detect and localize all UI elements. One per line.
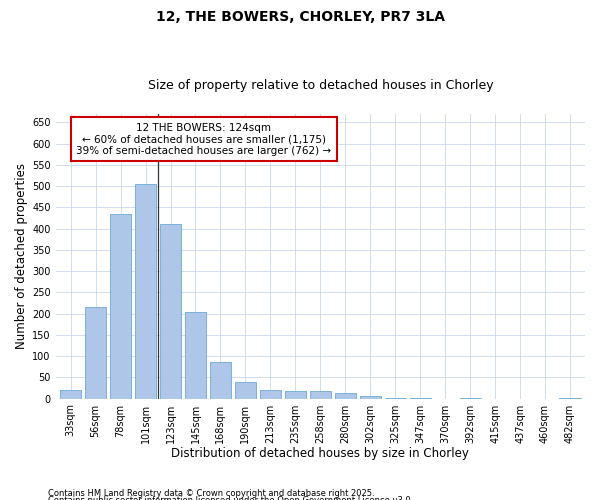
Text: 12, THE BOWERS, CHORLEY, PR7 3LA: 12, THE BOWERS, CHORLEY, PR7 3LA [155,10,445,24]
Bar [110,214,131,398]
Bar [285,391,306,398]
Bar [185,312,206,398]
Bar [160,224,181,398]
Bar [260,390,281,398]
Text: 12 THE BOWERS: 124sqm
← 60% of detached houses are smaller (1,175)
39% of semi-d: 12 THE BOWERS: 124sqm ← 60% of detached … [76,122,331,156]
Bar [310,392,331,398]
Y-axis label: Number of detached properties: Number of detached properties [15,164,28,350]
Bar [85,308,106,398]
Bar [335,394,356,398]
Text: Contains public sector information licensed under the Open Government Licence v3: Contains public sector information licen… [48,496,413,500]
Bar [235,382,256,398]
X-axis label: Distribution of detached houses by size in Chorley: Distribution of detached houses by size … [172,447,469,460]
Bar [135,184,156,398]
Text: Contains HM Land Registry data © Crown copyright and database right 2025.: Contains HM Land Registry data © Crown c… [48,488,374,498]
Bar [60,390,81,398]
Title: Size of property relative to detached houses in Chorley: Size of property relative to detached ho… [148,79,493,92]
Bar [359,396,381,398]
Bar [210,362,231,398]
